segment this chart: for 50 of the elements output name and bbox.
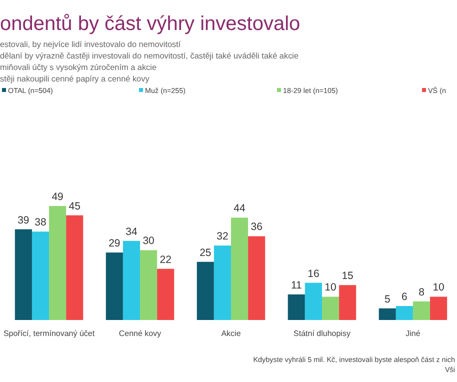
data-label: 34 <box>126 226 138 238</box>
data-label: 38 <box>34 216 46 229</box>
bar <box>49 206 66 320</box>
data-label: 36 <box>250 221 263 234</box>
bar <box>304 282 322 320</box>
data-label: 44 <box>234 202 246 215</box>
bar <box>140 250 158 320</box>
text: estovali, by nejvíce lidí investovalo do nemovitostí <box>0 40 182 49</box>
bar <box>157 268 174 320</box>
data-label: 11 <box>290 279 302 292</box>
bar <box>196 262 214 320</box>
text: dělaní by výrazně častěji investovali do nemovitostí, častěji také uváděli také akcie <box>0 52 299 60</box>
bar <box>106 252 123 320</box>
chart-title: ondentů by část výhry investovalo <box>0 13 300 35</box>
bar <box>248 236 266 320</box>
bar <box>66 215 84 320</box>
data-label: 39 <box>18 214 30 226</box>
x-tick-label: Státní dluhopisy <box>294 329 350 338</box>
x-tick-label: Spořící, termínovaný účet <box>3 329 96 338</box>
data-label: 10 <box>324 282 337 294</box>
bar <box>396 306 413 320</box>
data-label: 29 <box>108 238 120 250</box>
bar <box>122 240 140 320</box>
x-tick-label: Akcie <box>221 329 242 338</box>
data-label: 32 <box>216 230 228 243</box>
bar <box>339 285 356 320</box>
data-label: 15 <box>342 270 354 282</box>
bar <box>32 232 50 320</box>
data-label: 5 <box>384 293 390 306</box>
text: miňovali účty s vysokým zúročením a akcie <box>0 63 157 72</box>
bar <box>214 246 231 320</box>
data-label: 45 <box>68 200 81 212</box>
text: stěji nakoupili cenné papíry a cenné kovy <box>0 74 150 84</box>
data-label: 25 <box>200 246 212 259</box>
data-label: 10 <box>432 282 445 294</box>
data-label: 8 <box>418 286 425 298</box>
data-label: 49 <box>52 191 64 203</box>
bar <box>378 308 396 320</box>
bar <box>430 296 448 320</box>
bar <box>231 218 248 320</box>
data-label: 6 <box>402 291 408 304</box>
x-tick-label: Cenné kovy <box>118 329 162 338</box>
x-tick-label: Jiné <box>406 329 421 338</box>
data-label: 22 <box>160 254 172 266</box>
data-label: 16 <box>308 268 320 280</box>
bar <box>14 229 32 320</box>
bar <box>288 294 305 320</box>
data-label: 30 <box>142 235 155 248</box>
bar <box>322 296 340 320</box>
bar <box>412 301 430 320</box>
